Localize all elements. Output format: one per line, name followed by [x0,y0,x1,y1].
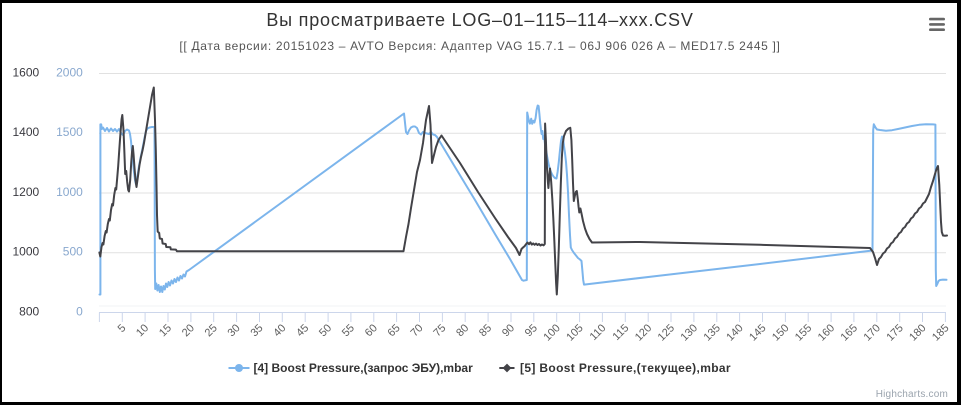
svg-text:2000: 2000 [56,65,83,79]
svg-text:1000: 1000 [12,245,39,259]
svg-text:[[ Дата версии: 20151023 – AVT: [[ Дата версии: 20151023 – AVTO Версия: … [179,39,780,53]
svg-text:Highcharts.com: Highcharts.com [876,389,948,400]
svg-text:800: 800 [19,304,39,318]
svg-text:1500: 1500 [56,125,83,139]
svg-text:[5] Boost Pressure,(текущее),m: [5] Boost Pressure,(текущее),mbar [520,361,731,375]
svg-text:0: 0 [76,304,83,318]
svg-text:1000: 1000 [56,185,83,199]
svg-text:Вы просматриваете LOG–01–115–1: Вы просматриваете LOG–01–115–114–xxx.CSV [266,10,693,30]
svg-text:1600: 1600 [12,65,39,79]
svg-text:[4] Boost Pressure,(запрос ЭБУ: [4] Boost Pressure,(запрос ЭБУ),mbar [254,361,474,375]
svg-text:500: 500 [63,245,83,259]
svg-text:1200: 1200 [12,185,39,199]
svg-text:1400: 1400 [12,125,39,139]
